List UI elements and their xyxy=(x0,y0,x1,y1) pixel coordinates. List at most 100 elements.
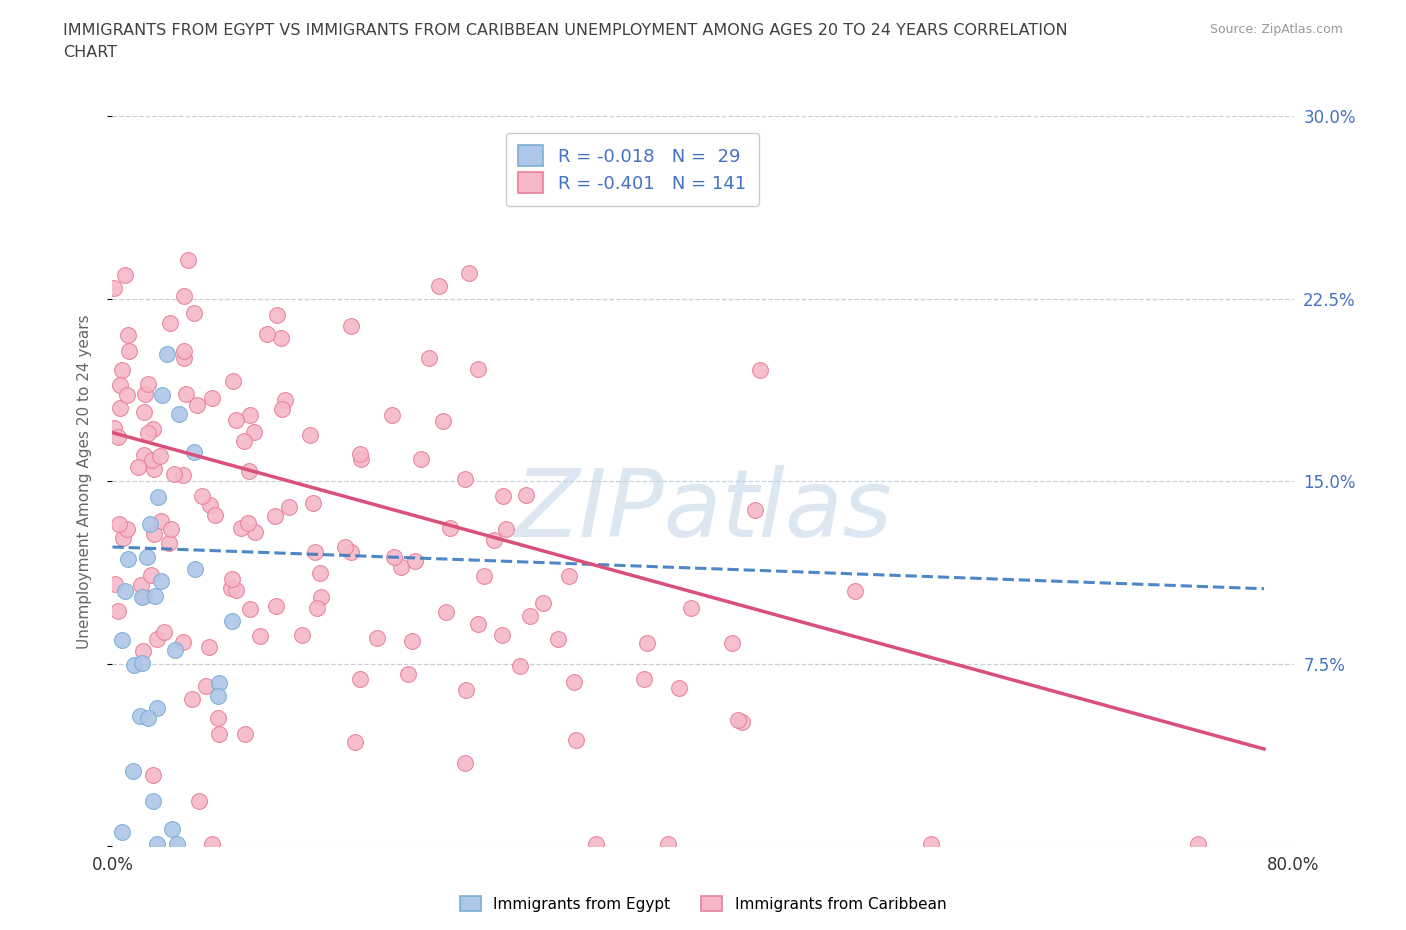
Y-axis label: Unemployment Among Ages 20 to 24 years: Unemployment Among Ages 20 to 24 years xyxy=(77,314,91,648)
Point xyxy=(145,700,167,715)
Point xyxy=(221,572,243,587)
Point xyxy=(454,472,477,486)
Point xyxy=(233,726,256,741)
Point xyxy=(637,636,659,651)
Point xyxy=(238,463,260,478)
Point xyxy=(389,560,412,575)
Point xyxy=(515,487,537,502)
Point xyxy=(204,508,226,523)
Point xyxy=(721,635,744,650)
Point xyxy=(132,405,155,419)
Point xyxy=(117,327,139,342)
Point xyxy=(1187,836,1209,851)
Point xyxy=(343,735,366,750)
Point xyxy=(172,468,194,483)
Point xyxy=(350,452,373,467)
Point xyxy=(104,577,127,591)
Point xyxy=(136,711,159,725)
Point xyxy=(111,363,134,378)
Point xyxy=(270,330,292,345)
Point xyxy=(152,387,174,402)
Point xyxy=(411,451,433,466)
Point xyxy=(142,793,165,808)
Point xyxy=(118,343,141,358)
Point xyxy=(382,550,405,565)
Point xyxy=(264,508,287,523)
Point xyxy=(366,631,388,645)
Point xyxy=(139,517,162,532)
Point xyxy=(558,568,581,583)
Point xyxy=(108,378,131,392)
Point xyxy=(404,553,426,568)
Point xyxy=(110,400,132,415)
Legend: R = -0.018   N =  29, R = -0.401   N = 141: R = -0.018 N = 29, R = -0.401 N = 141 xyxy=(506,133,759,206)
Point xyxy=(131,590,153,604)
Point xyxy=(142,526,165,541)
Point xyxy=(243,425,266,440)
Point xyxy=(509,658,531,673)
Point xyxy=(731,714,754,729)
Legend: Immigrants from Egypt, Immigrants from Caribbean: Immigrants from Egypt, Immigrants from C… xyxy=(454,889,952,918)
Point xyxy=(271,401,294,416)
Point xyxy=(657,836,679,851)
Point xyxy=(458,266,481,281)
Point xyxy=(166,836,188,851)
Point xyxy=(308,565,330,580)
Point xyxy=(176,252,198,267)
Point xyxy=(141,452,163,467)
Point xyxy=(472,568,495,583)
Point xyxy=(668,681,690,696)
Point xyxy=(207,711,229,726)
Point xyxy=(225,413,247,428)
Point xyxy=(152,625,174,640)
Point xyxy=(562,674,585,689)
Point xyxy=(108,516,131,531)
Point xyxy=(111,632,134,647)
Point xyxy=(129,578,152,592)
Point xyxy=(174,386,197,401)
Point xyxy=(132,644,155,658)
Point xyxy=(150,573,173,588)
Point xyxy=(266,308,288,323)
Point xyxy=(492,488,515,503)
Point xyxy=(333,539,356,554)
Point xyxy=(744,503,766,518)
Text: CHART: CHART xyxy=(63,45,117,60)
Point xyxy=(467,362,489,377)
Point xyxy=(491,628,513,643)
Point xyxy=(454,683,477,698)
Point xyxy=(183,445,205,459)
Point xyxy=(142,768,165,783)
Point xyxy=(200,391,222,405)
Text: IMMIGRANTS FROM EGYPT VS IMMIGRANTS FROM CARIBBEAN UNEMPLOYMENT AMONG AGES 20 TO: IMMIGRANTS FROM EGYPT VS IMMIGRANTS FROM… xyxy=(63,23,1069,38)
Point xyxy=(122,764,145,779)
Point xyxy=(401,633,423,648)
Point xyxy=(307,601,329,616)
Point xyxy=(146,489,169,504)
Point xyxy=(467,617,489,631)
Point xyxy=(172,634,194,649)
Point xyxy=(146,631,169,646)
Point xyxy=(309,590,332,604)
Point xyxy=(157,536,180,551)
Point xyxy=(159,315,181,330)
Point xyxy=(132,447,155,462)
Point xyxy=(194,678,217,693)
Point xyxy=(115,388,138,403)
Point xyxy=(163,467,186,482)
Point xyxy=(439,521,461,536)
Point xyxy=(207,688,229,703)
Point xyxy=(136,550,159,565)
Point xyxy=(340,545,363,560)
Point xyxy=(103,281,125,296)
Point xyxy=(198,639,221,654)
Point xyxy=(138,377,160,392)
Text: ZIPatlas: ZIPatlas xyxy=(515,465,891,556)
Point xyxy=(115,522,138,537)
Text: Source: ZipAtlas.com: Source: ZipAtlas.com xyxy=(1209,23,1343,36)
Point xyxy=(239,407,262,422)
Point xyxy=(299,428,322,443)
Point xyxy=(114,268,136,283)
Point xyxy=(150,514,173,529)
Point xyxy=(111,531,134,546)
